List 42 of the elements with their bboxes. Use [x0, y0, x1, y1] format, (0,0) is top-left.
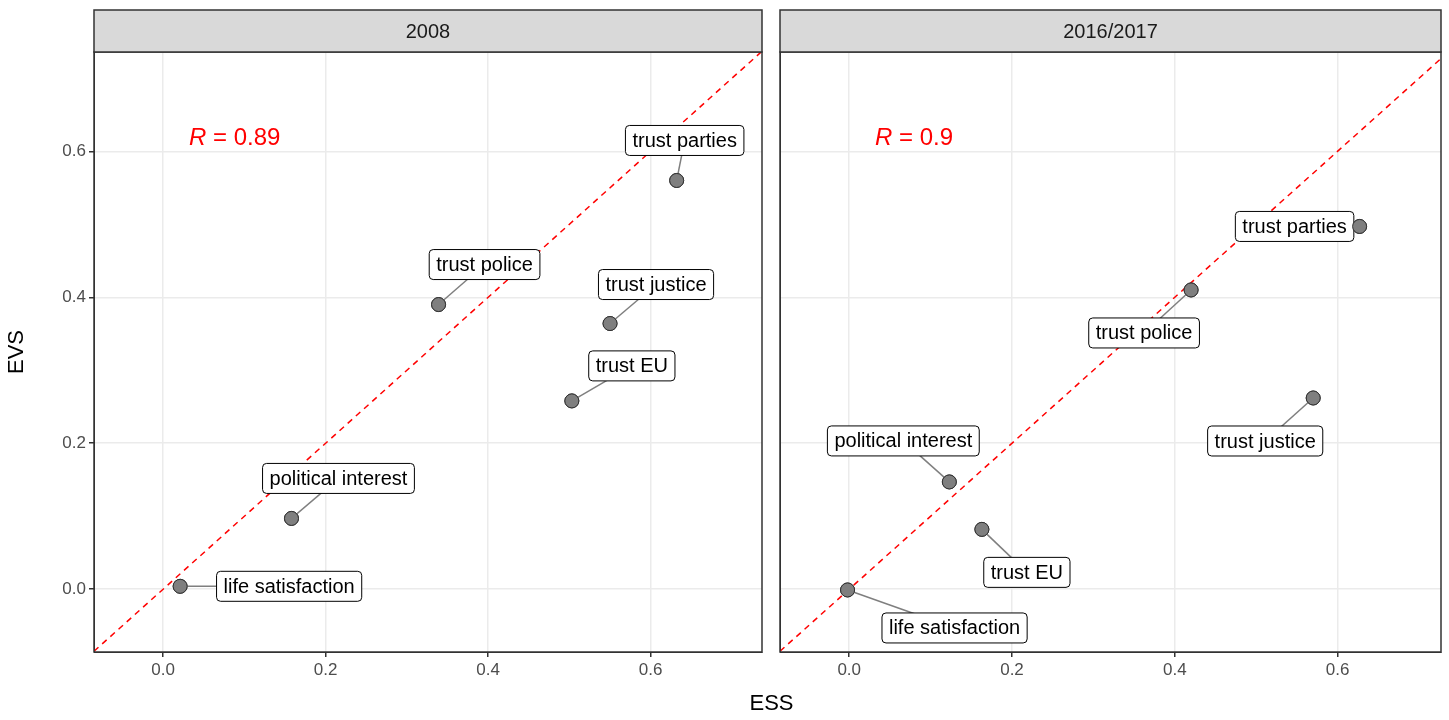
data-label: trust parties — [632, 128, 737, 151]
x-tick-label: 0.6 — [638, 659, 663, 679]
x-tick-label: 0.4 — [476, 659, 500, 679]
chart-title: 2016/2017 — [1063, 19, 1158, 42]
x-tick-label: 0.0 — [151, 659, 175, 679]
y-axis-title: EVS — [3, 329, 29, 375]
point — [669, 172, 685, 188]
point — [1305, 390, 1321, 406]
point — [431, 297, 447, 313]
point — [283, 510, 299, 526]
data-label: trust police — [436, 253, 533, 276]
chart-title: 2008 — [405, 19, 451, 42]
data-label: trust police — [1095, 321, 1193, 344]
x-axis-title: ESS — [748, 690, 795, 716]
x-tick-label: 0.6 — [1325, 659, 1350, 679]
point — [602, 316, 618, 332]
x-tick-label: 0.2 — [313, 659, 338, 679]
data-label: trust justice — [1214, 429, 1316, 452]
point — [941, 474, 957, 490]
point — [1352, 218, 1368, 234]
point — [172, 578, 188, 594]
annotation: R = 0.89 — [189, 122, 281, 150]
data-label: trust EU — [990, 560, 1064, 583]
data-label: life satisfaction — [888, 616, 1021, 639]
point — [1183, 282, 1199, 298]
annotation: R = 0.9 — [875, 122, 954, 150]
data-label: political interest — [834, 429, 973, 452]
point — [564, 393, 580, 409]
point — [840, 582, 856, 598]
data-label: trust parties — [1242, 214, 1347, 237]
x-tick-label: 0.0 — [837, 659, 862, 679]
y-tick-label: 0.4 — [62, 286, 86, 306]
y-tick-label: 0.2 — [62, 432, 86, 452]
data-label: political interest — [269, 466, 408, 489]
data-label: life satisfaction — [223, 574, 355, 597]
data-label: trust EU — [595, 354, 668, 377]
point — [974, 521, 990, 537]
x-tick-label: 0.2 — [1000, 659, 1024, 679]
y-tick-label: 0.6 — [62, 140, 86, 160]
x-tick-label: 0.4 — [1162, 659, 1187, 679]
data-label: trust justice — [605, 273, 707, 296]
y-tick-label: 0.0 — [62, 578, 86, 598]
